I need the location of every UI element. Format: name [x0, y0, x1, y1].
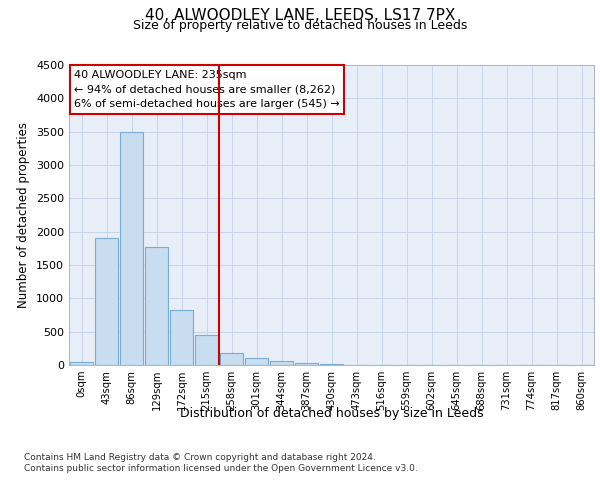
- Bar: [295, 362, 318, 365]
- Bar: [245, 358, 268, 365]
- Text: 40 ALWOODLEY LANE: 235sqm
← 94% of detached houses are smaller (8,262)
6% of sem: 40 ALWOODLEY LANE: 235sqm ← 94% of detac…: [74, 70, 340, 109]
- Bar: [170, 310, 193, 365]
- Bar: [70, 362, 93, 365]
- Bar: [120, 132, 143, 365]
- Text: Contains HM Land Registry data © Crown copyright and database right 2024.: Contains HM Land Registry data © Crown c…: [24, 452, 376, 462]
- Bar: [220, 354, 243, 365]
- Text: Size of property relative to detached houses in Leeds: Size of property relative to detached ho…: [133, 19, 467, 32]
- Text: Distribution of detached houses by size in Leeds: Distribution of detached houses by size …: [180, 408, 484, 420]
- Text: 40, ALWOODLEY LANE, LEEDS, LS17 7PX: 40, ALWOODLEY LANE, LEEDS, LS17 7PX: [145, 8, 455, 22]
- Y-axis label: Number of detached properties: Number of detached properties: [17, 122, 31, 308]
- Bar: [145, 246, 168, 365]
- Bar: [270, 360, 293, 365]
- Bar: [195, 335, 218, 365]
- Text: Contains public sector information licensed under the Open Government Licence v3: Contains public sector information licen…: [24, 464, 418, 473]
- Bar: [320, 364, 343, 365]
- Bar: [95, 238, 118, 365]
